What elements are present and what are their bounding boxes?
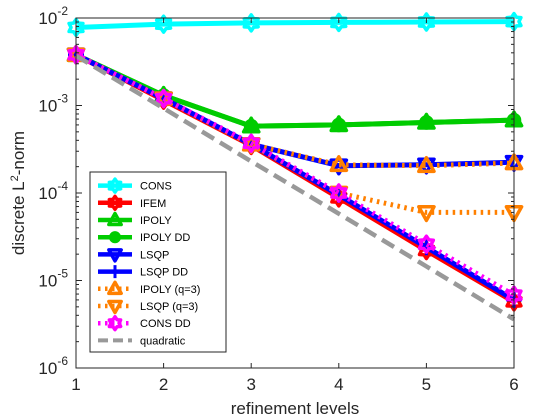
data-point: [417, 205, 436, 223]
legend-marker: [107, 194, 123, 212]
legend-marker: [107, 314, 123, 332]
x-tick-label: 2: [159, 375, 168, 394]
y-tick-label: 10-2: [38, 4, 68, 28]
legend-label: IFEM: [140, 198, 166, 210]
y-tick-base: 10: [38, 272, 57, 291]
legend-marker: [107, 211, 123, 227]
data-point: [329, 155, 349, 173]
legend-marker: [107, 299, 123, 315]
x-tick-label: 1: [71, 375, 80, 394]
series-line: [75, 19, 515, 30]
y-axis-label: discrete L2-norm: [9, 131, 28, 255]
legend-item: CONS DD: [98, 314, 191, 332]
data-point: [243, 118, 259, 134]
x-tick-label: 3: [246, 375, 255, 394]
y-tick-exponent: -6: [57, 354, 68, 368]
y-tick-label: 10-6: [38, 354, 68, 378]
legend-marker: [107, 248, 123, 263]
legend-item: LSQP (q=3): [98, 299, 198, 315]
legend-item: IPOLY: [98, 211, 172, 227]
legend-label: quadratic: [140, 335, 186, 347]
x-axis-label: refinement levels: [231, 399, 360, 418]
legend-marker: [108, 231, 122, 244]
y-tick-base: 10: [38, 97, 57, 116]
series-quadratic: [74, 53, 516, 322]
legend-item: CONS: [98, 177, 172, 194]
legend: CONS IFEM IPOLY IPOLY DD LSQP LSQP DD IPOLY (q…: [89, 171, 227, 353]
series-line: [74, 52, 516, 298]
data-point: [154, 14, 173, 34]
y-tick-exponent: -5: [57, 267, 68, 281]
y-tick-base: 10: [38, 184, 57, 203]
y-tick-base: 10: [38, 359, 57, 378]
legend-item: IFEM: [98, 194, 166, 212]
y-tick-exponent: -4: [57, 179, 68, 193]
legend-label: IPOLY DD: [140, 232, 190, 244]
x-tick-label: 4: [334, 375, 343, 394]
y-axis-label-main: discrete L: [9, 181, 28, 255]
y-axis-label-suffix: -norm: [9, 131, 28, 175]
legend-marker: [107, 280, 123, 296]
series-line: [74, 53, 516, 322]
data-point: [242, 133, 260, 154]
legend-item: LSQP DD: [98, 265, 188, 279]
data-point: [417, 234, 436, 254]
y-tick-base: 10: [38, 9, 57, 28]
data-point: [241, 136, 261, 155]
legend-item: quadratic: [98, 335, 186, 347]
legend-item: IPOLY DD: [98, 231, 190, 244]
legend-label: LSQP DD: [140, 267, 188, 279]
y-tick-exponent: -2: [57, 4, 68, 18]
data-point: [331, 117, 347, 133]
y-tick-label: 10-5: [38, 267, 68, 291]
legend-item: LSQP: [98, 248, 169, 263]
y-tick-label: 10-3: [38, 92, 68, 116]
legend-marker: [107, 177, 123, 194]
y-tick-exponent: -3: [57, 92, 68, 106]
y-tick-label: 10-4: [38, 179, 68, 203]
x-tick-label: 6: [509, 375, 518, 394]
series-cons-dd: [67, 45, 523, 305]
legend-label: IPOLY (q=3): [140, 284, 200, 296]
x-tick-label: 5: [422, 375, 431, 394]
data-point: [417, 155, 436, 174]
data-point: [330, 183, 348, 203]
data-point: [242, 13, 260, 33]
legend-label: LSQP: [140, 249, 169, 261]
axes-layer: 1 2 3 4 5 610-610-510-410-310-2: [38, 4, 518, 394]
data-point: [154, 88, 173, 109]
y-axis-label-superscript: 2: [9, 175, 21, 181]
legend-label: CONS: [140, 181, 172, 193]
data-point: [419, 115, 434, 130]
legend-label: IPOLY: [140, 215, 172, 227]
legend-label: LSQP (q=3): [140, 301, 198, 313]
legend-marker: [108, 265, 122, 279]
legend-label: CONS DD: [140, 318, 191, 330]
legend-item: IPOLY (q=3): [98, 280, 200, 296]
